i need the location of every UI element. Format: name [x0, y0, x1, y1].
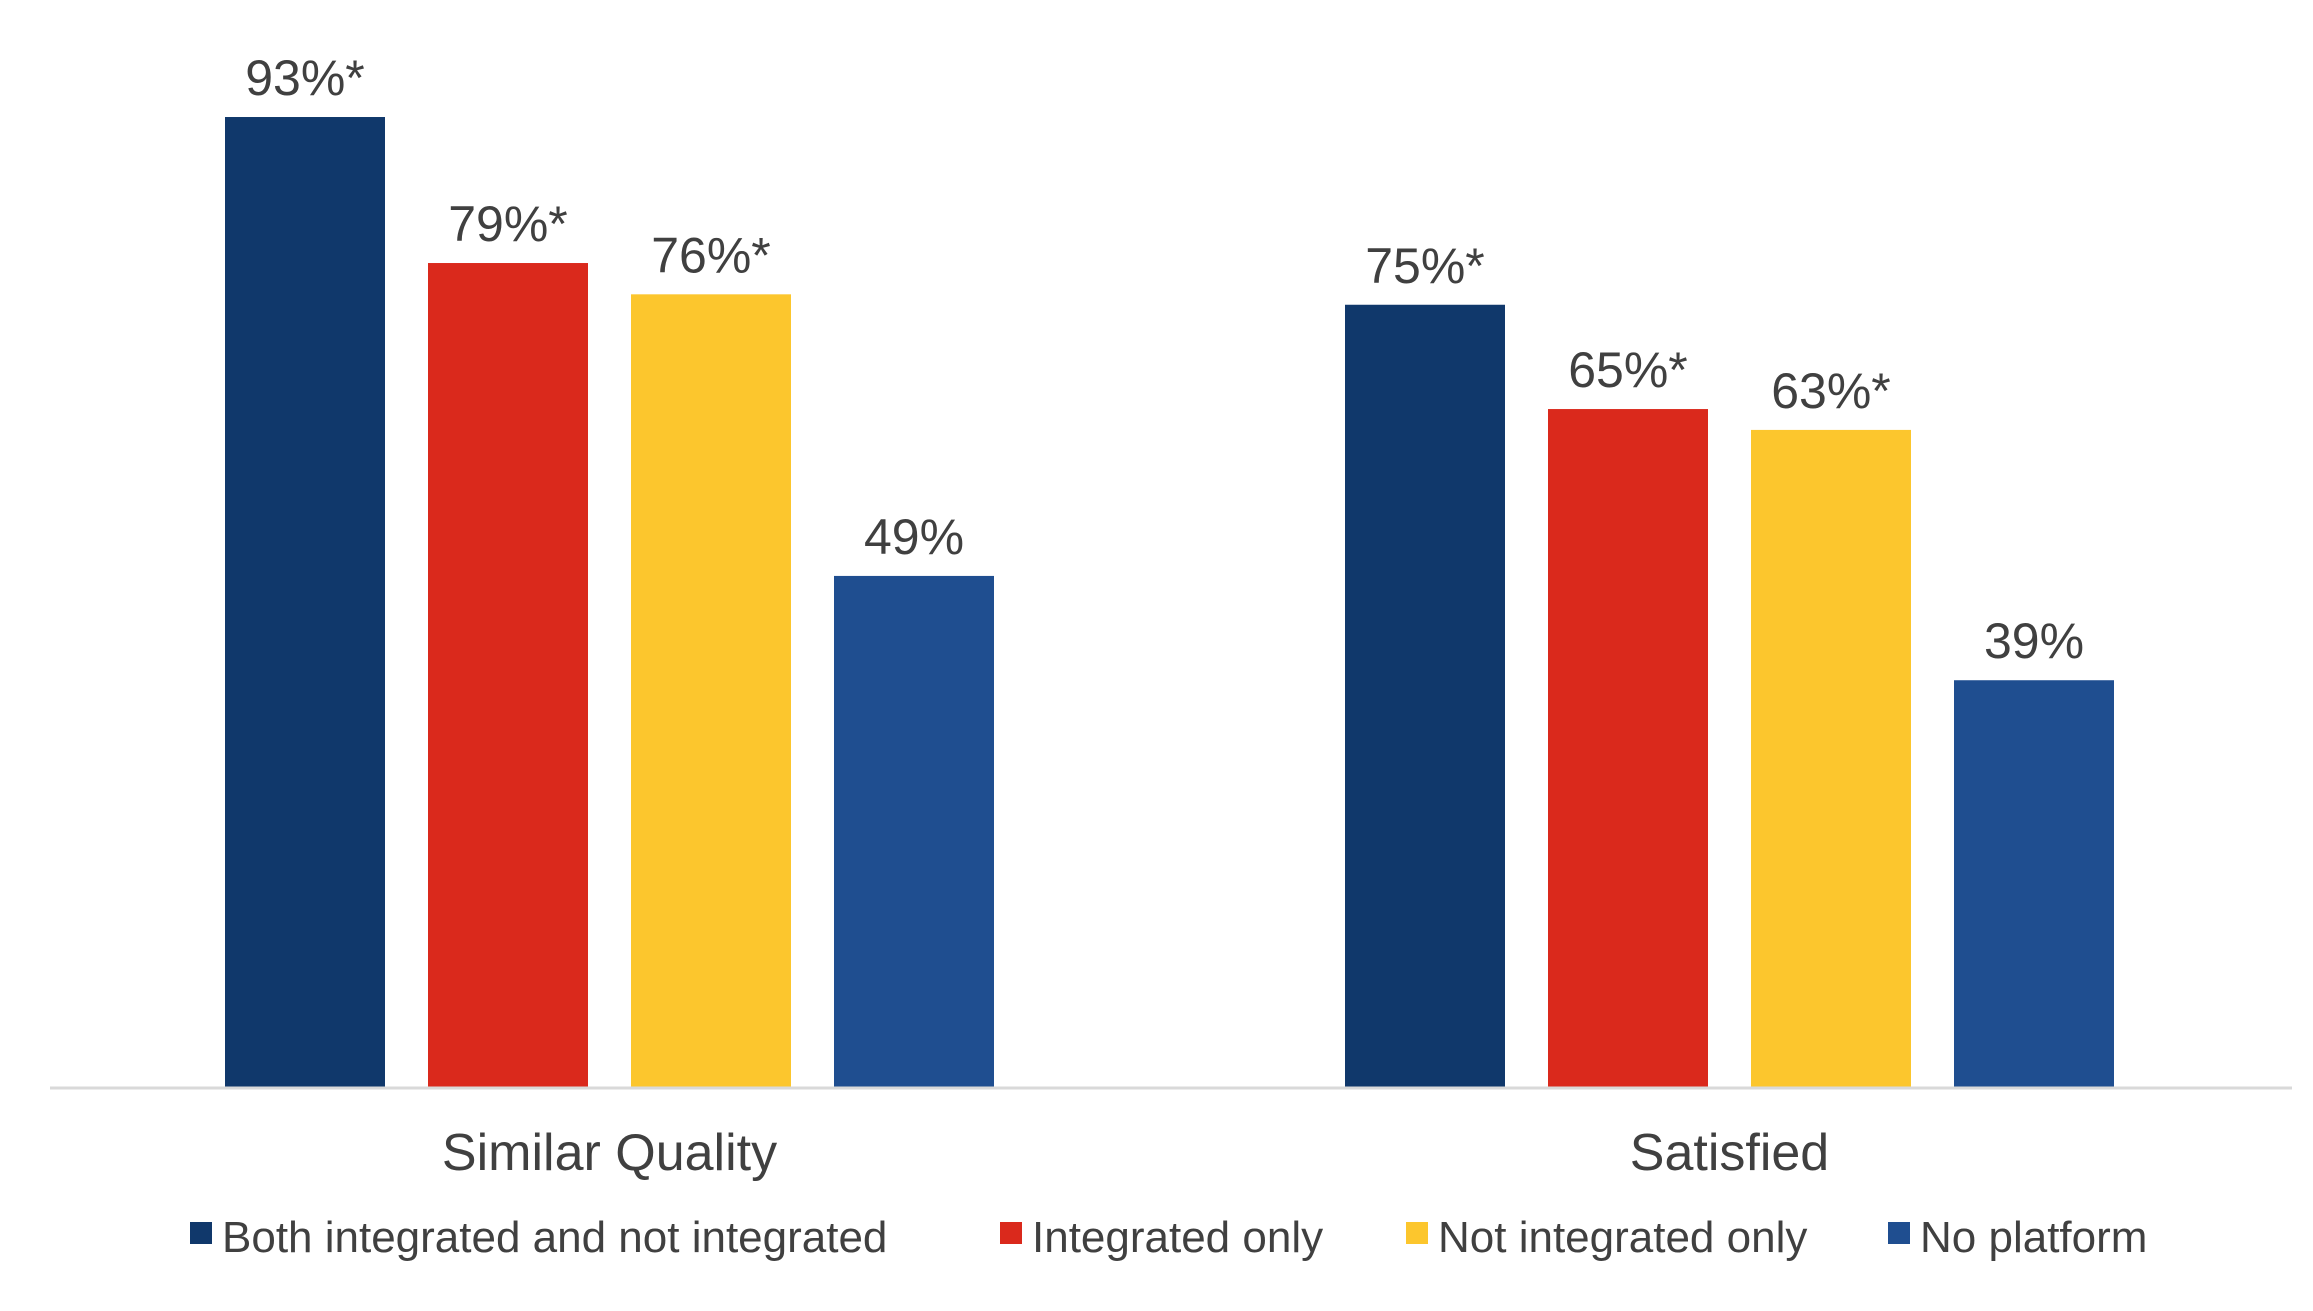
data-label-satisfied-both-integrated-and-not-integrated: 75%*: [1365, 238, 1485, 294]
data-label-similar-quality-not-integrated-only: 76%*: [651, 227, 771, 283]
bar-satisfied-both-integrated-and-not-integrated: [1345, 304, 1505, 1087]
legend-swatch-integrated-only: [1000, 1222, 1022, 1244]
bar-satisfied-no-platform: [1954, 680, 2114, 1087]
data-label-satisfied-no-platform: 39%: [1984, 613, 2084, 669]
legend-swatch-both-integrated-and-not-integrated: [190, 1222, 212, 1244]
category-label-satisfied: Satisfied: [1630, 1124, 1829, 1182]
bar-satisfied-integrated-only: [1548, 409, 1708, 1087]
legend-label-no-platform: No platform: [1920, 1213, 2147, 1262]
bar-similar-quality-integrated-only: [428, 263, 588, 1087]
bar-similar-quality-no-platform: [834, 575, 994, 1087]
legend-label-integrated-only: Integrated only: [1032, 1213, 1323, 1262]
category-labels-layer: Similar Quality Satisfied: [442, 1124, 1829, 1182]
data-label-similar-quality-no-platform: 49%: [864, 509, 964, 565]
data-label-satisfied-integrated-only: 65%*: [1568, 342, 1688, 398]
bars-layer: [225, 117, 2114, 1087]
data-label-similar-quality-both-integrated-and-not-integrated: 93%*: [245, 50, 365, 106]
legend-swatch-no-platform: [1888, 1222, 1910, 1244]
data-label-similar-quality-integrated-only: 79%*: [448, 196, 568, 252]
bar-similar-quality-both-integrated-and-not-integrated: [225, 117, 385, 1087]
legend: Both integrated and not integrated Integr…: [190, 1213, 2147, 1262]
legend-swatch-not-integrated-only: [1406, 1222, 1428, 1244]
bar-satisfied-not-integrated-only: [1751, 429, 1911, 1087]
legend-label-both-integrated-and-not-integrated: Both integrated and not integrated: [222, 1213, 887, 1262]
data-labels-layer: 93%* 79%* 76%* 49% 75%* 65%* 63%* 39%: [245, 50, 2084, 669]
data-label-satisfied-not-integrated-only: 63%*: [1771, 363, 1891, 419]
bar-similar-quality-not-integrated-only: [631, 294, 791, 1087]
legend-label-not-integrated-only: Not integrated only: [1438, 1213, 1807, 1262]
category-label-similar-quality: Similar Quality: [442, 1124, 777, 1182]
